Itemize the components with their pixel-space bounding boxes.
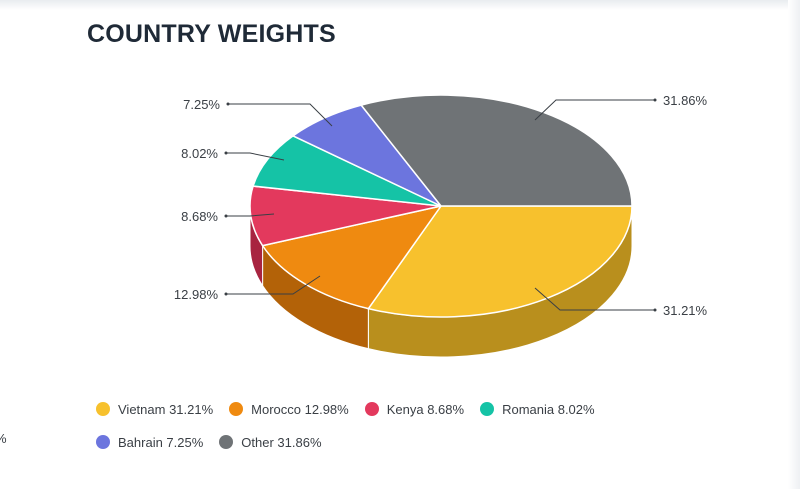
data-label-romania: 8.02% [181, 146, 218, 161]
cut-off-label-fragment: % [0, 431, 7, 446]
slice-romania[interactable] [252, 134, 442, 207]
legend-swatch [364, 402, 379, 416]
chart-title: COUNTRY WEIGHTS [87, 20, 336, 48]
legend-label: Morocco 12.98% [251, 401, 349, 417]
data-label-bahrain: 7.25% [183, 97, 220, 112]
legend-item-bahrain[interactable]: Bahrain 7.25% [96, 435, 203, 450]
legend-item-vietnam[interactable]: Vietnam 31.21% [96, 402, 213, 417]
chart-legend: Vietnam 31.21% Morocco 12.98% Kenya 8.68% R… [96, 396, 736, 462]
legend-item-kenya[interactable]: Kenya 8.68% [364, 401, 465, 417]
slice-morocco[interactable] [261, 204, 443, 310]
leader-line-kenya [226, 213, 275, 217]
top-shadow [0, 0, 800, 10]
legend-label: Other 31.86% [241, 434, 322, 450]
data-label-other: 31.86% [663, 93, 708, 108]
slice-other[interactable] [359, 94, 633, 207]
leader-dot [224, 214, 228, 218]
leader-dot [653, 98, 657, 102]
legend-label: Vietnam 31.21% [118, 401, 214, 417]
leader-line-bahrain [228, 103, 333, 127]
legend-swatch [480, 402, 495, 416]
legend-item-romania[interactable]: Romania 8.02% [480, 402, 595, 417]
leader-line-romania [226, 152, 285, 161]
legend-label: Kenya 8.68% [386, 401, 465, 417]
legend-item-other[interactable]: Other 31.86% [219, 434, 322, 450]
leader-dot [224, 292, 228, 296]
leader-dot [226, 102, 230, 106]
legend-swatch [219, 435, 234, 449]
right-edge-shadow [788, 0, 800, 489]
legend-swatch [96, 435, 110, 449]
legend-row: Vietnam 31.21% Morocco 12.98% Kenya 8.68% R… [96, 396, 736, 422]
legend-label: Bahrain 7.25% [118, 434, 204, 450]
data-label-vietnam: 31.21% [663, 303, 708, 318]
legend-swatch [96, 402, 110, 416]
data-label-morocco: 12.98% [174, 287, 219, 302]
legend-item-morocco[interactable]: Morocco 12.98% [229, 402, 349, 417]
leader-dot [653, 308, 657, 312]
leader-line-morocco [226, 275, 321, 295]
leader-dot [224, 151, 228, 155]
data-label-kenya: 8.68% [181, 209, 218, 224]
legend-swatch [229, 402, 244, 416]
legend-label: Romania 8.02% [502, 401, 595, 417]
leader-line-other [534, 99, 655, 121]
leader-line-vietnam [534, 287, 655, 311]
legend-row: Bahrain 7.25% Other 31.86% [96, 429, 736, 455]
